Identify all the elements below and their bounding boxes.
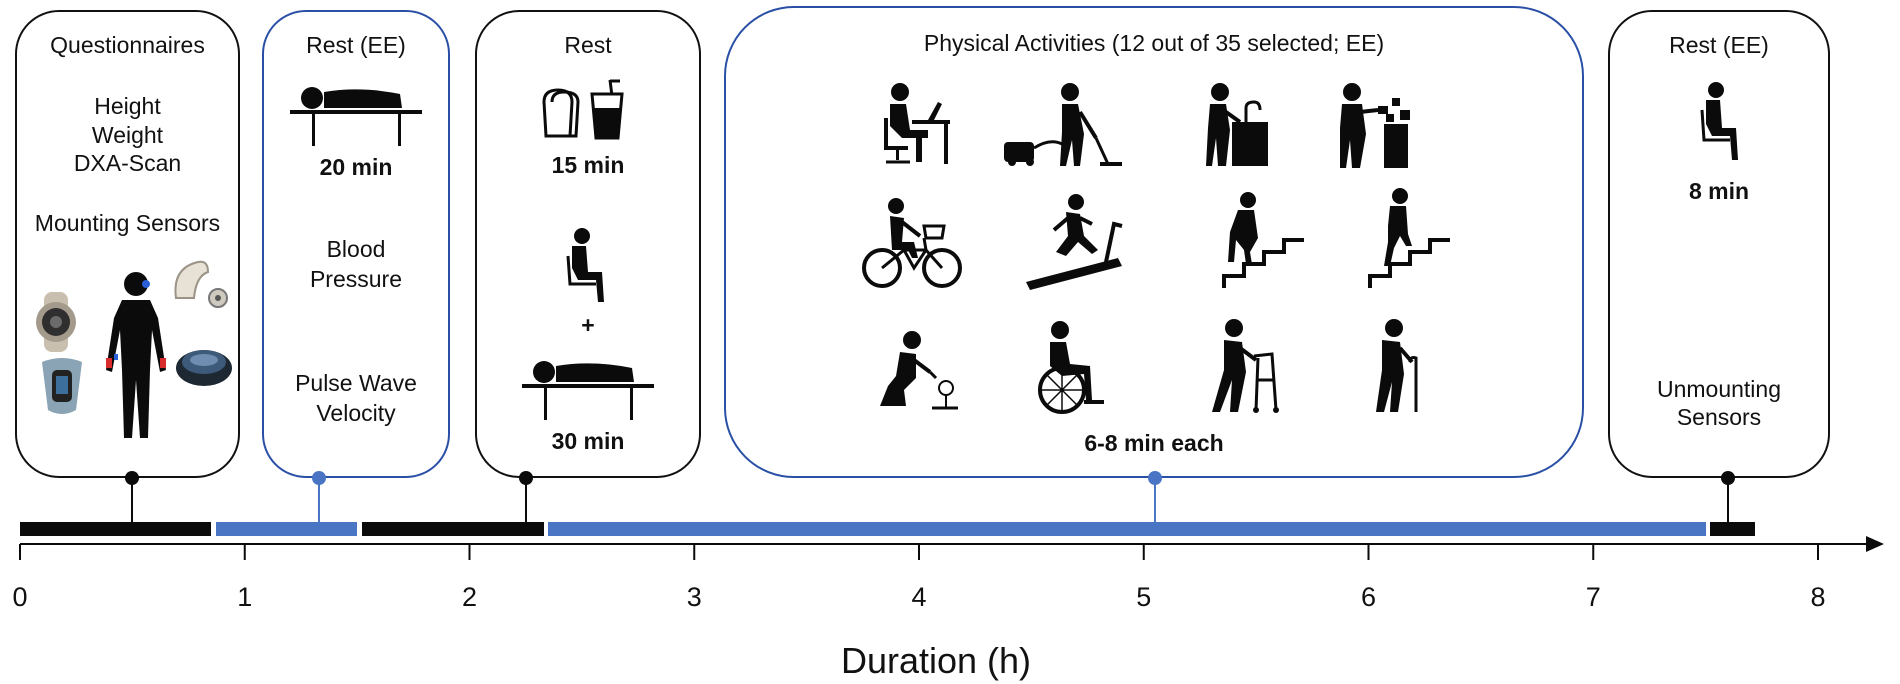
cane-walking-icon [1376, 319, 1418, 412]
stairs-down-icon [1222, 192, 1304, 288]
activity-duration: 6-8 min each [1084, 430, 1224, 456]
tick-label-1: 1 [237, 582, 253, 612]
marker-stem-2 [317, 478, 320, 529]
gardening-icon [880, 331, 958, 410]
phase-box-rest-meal [475, 10, 701, 478]
marker-stem-4 [1153, 478, 1156, 529]
tick-label-8: 8 [1810, 582, 1826, 612]
marker-dot-3 [518, 471, 533, 485]
timeline-segment-3 [361, 522, 544, 536]
height-label: Height [94, 93, 161, 119]
stairs-up-icon [1368, 188, 1450, 288]
lying-person-icon-2 [522, 361, 654, 420]
tick-label-3: 3 [686, 582, 702, 612]
rest-ee-title-2: Rest (EE) [1669, 32, 1769, 58]
timeline-segment-4 [548, 522, 1706, 536]
unmounting-label: Unmounting [1656, 376, 1782, 402]
weight-label: Weight [91, 122, 164, 148]
rest-duration-30min: 30 min [551, 428, 625, 454]
fitness-band-icon [42, 358, 82, 414]
marker-dot-2 [311, 471, 326, 485]
tick-label-5: 5 [1136, 582, 1152, 612]
marker-dot-1 [125, 471, 140, 485]
smartwatch-icon [36, 292, 76, 352]
washing-dishes-icon [1206, 83, 1268, 166]
marker-stem-1 [131, 478, 134, 529]
vacuuming-icon [1004, 83, 1122, 166]
bread-icon [542, 88, 580, 138]
rest-duration-20min: 20 min [319, 154, 393, 180]
cycling-icon [862, 198, 962, 288]
sitting-person-icon [566, 228, 604, 302]
pulse-wave-label: Pulse Wave [295, 370, 417, 396]
dxa-scan-label: DXA-Scan [73, 150, 182, 176]
body-silhouette-icon [106, 272, 166, 438]
desk-computer-icon [884, 83, 950, 164]
timeline-segment-2 [215, 522, 358, 536]
timeline-segment-1 [20, 522, 212, 536]
rest-title: Rest [564, 32, 612, 58]
tick-label-7: 7 [1585, 582, 1601, 612]
standing-work-icon [1340, 83, 1410, 168]
sensors-label: Sensors [1676, 404, 1762, 430]
mounting-sensors-label: Mounting Sensors [34, 210, 221, 236]
tick-label-6: 6 [1360, 582, 1377, 612]
lying-person-icon [290, 87, 422, 146]
questionnaires-title: Questionnaires [50, 32, 205, 58]
plus-sign: + [581, 312, 595, 338]
tick-label-0: 0 [12, 582, 28, 612]
marker-stem-5 [1727, 478, 1730, 529]
pressure-label: Pressure [309, 266, 403, 292]
walker-icon [1212, 319, 1279, 413]
drink-icon [590, 79, 624, 140]
hearing-device-icon [174, 260, 228, 308]
tick-label-2: 2 [461, 582, 478, 612]
rest-ee-title-1: Rest (EE) [306, 32, 406, 58]
velocity-label: Velocity [316, 400, 396, 426]
sitting-person-icon-2 [1700, 82, 1738, 160]
blood-label: Blood [326, 236, 386, 262]
rest-duration-15min: 15 min [551, 152, 625, 178]
timeline-segment-5 [1710, 522, 1756, 536]
chest-sensor-icon [176, 350, 232, 386]
wheelchair-icon [1038, 321, 1104, 414]
tick-label-4: 4 [911, 582, 927, 612]
x-axis-title: Duration (h) [840, 640, 1032, 681]
marker-dot-4 [1147, 471, 1162, 485]
marker-dot-5 [1721, 471, 1736, 485]
rest-duration-8min: 8 min [1688, 178, 1750, 204]
phase-box-rest-ee-1 [262, 10, 450, 478]
axis-arrowhead [1866, 536, 1884, 552]
marker-stem-3 [524, 478, 527, 529]
treadmill-icon [1026, 194, 1123, 290]
physical-activities-title: Physical Activities (12 out of 35 select… [923, 30, 1385, 56]
